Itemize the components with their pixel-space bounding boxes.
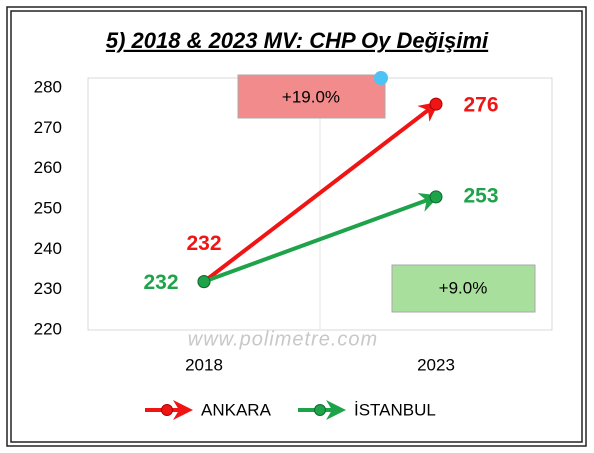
outer-frame — [6, 6, 587, 447]
annotation-dot — [374, 71, 388, 85]
series-line — [202, 101, 440, 284]
point-marker — [429, 97, 443, 111]
x-tick-label: 2023 — [417, 355, 455, 374]
y-tick-label: 280 — [34, 77, 62, 96]
legend-label: İSTANBUL — [354, 400, 436, 419]
y-tick-label: 270 — [34, 118, 62, 137]
chart-title: 5) 2018 & 2023 MV: CHP Oy Değişimi — [106, 28, 489, 53]
inner-frame — [10, 10, 583, 443]
data-label: 232 — [143, 271, 178, 294]
annotation: +9.0% — [439, 278, 488, 297]
y-tick-label: 240 — [34, 239, 62, 258]
data-label: 276 — [463, 94, 498, 117]
x-tick-label: 2018 — [185, 355, 223, 374]
point-marker — [429, 190, 443, 204]
legend-marker — [314, 404, 326, 416]
point-marker — [197, 275, 211, 289]
data-label: 232 — [186, 232, 221, 255]
watermark: www.polimetre.com — [188, 328, 378, 350]
annotation: +19.0% — [282, 87, 340, 106]
y-tick-label: 230 — [34, 279, 62, 298]
series-line — [203, 192, 440, 284]
y-tick-label: 260 — [34, 158, 62, 177]
y-tick-label: 220 — [34, 319, 62, 338]
annotation-box — [237, 74, 386, 119]
legend-marker — [161, 404, 173, 416]
data-label: 253 — [463, 184, 498, 207]
y-tick-label: 250 — [34, 198, 62, 217]
legend-label: ANKARA — [201, 400, 272, 419]
annotation-box — [391, 264, 536, 313]
